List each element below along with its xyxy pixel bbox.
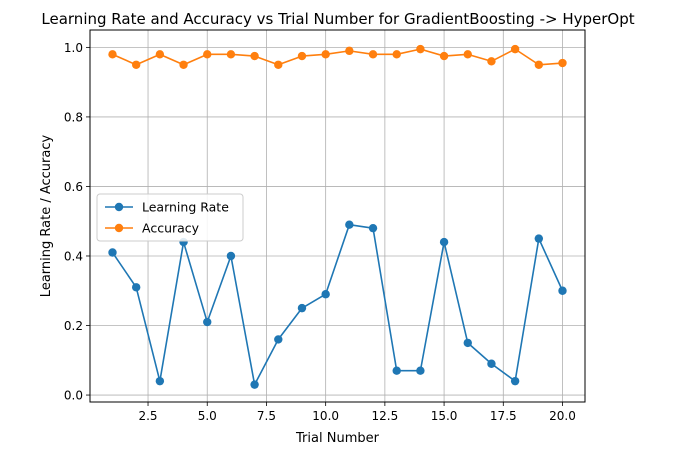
- data-point-accuracy: [416, 44, 425, 54]
- x-tick-label: 17.5: [490, 409, 517, 423]
- data-point-accuracy: [297, 51, 307, 61]
- data-point-accuracy: [463, 50, 472, 59]
- data-point-learning-rate: [155, 376, 165, 386]
- data-point-learning-rate: [345, 220, 354, 229]
- data-point-accuracy: [368, 50, 378, 59]
- data-point-accuracy: [108, 50, 117, 59]
- legend-marker-accuracy: [114, 223, 124, 233]
- x-tick-label: 7.5: [257, 409, 276, 423]
- data-point-accuracy: [534, 60, 544, 69]
- data-point-learning-rate: [368, 223, 378, 233]
- y-tick-label: 0.4: [64, 249, 83, 263]
- y-tick-label: 0.2: [64, 319, 83, 333]
- data-point-learning-rate: [463, 338, 472, 348]
- x-tick-label: 20.0: [549, 409, 576, 423]
- y-tick-label: 0.6: [64, 180, 83, 194]
- y-axis-label: Learning Rate / Accuracy: [39, 135, 54, 298]
- data-point-accuracy: [510, 44, 520, 54]
- data-point-learning-rate: [274, 335, 283, 344]
- data-point-learning-rate: [534, 234, 544, 243]
- series-learning-rate: [108, 220, 567, 389]
- data-point-learning-rate: [487, 359, 496, 368]
- data-point-accuracy: [179, 60, 188, 69]
- x-tick-label: 12.5: [372, 409, 399, 423]
- data-point-learning-rate: [558, 286, 567, 295]
- legend-box: [96, 193, 244, 242]
- data-point-learning-rate: [131, 283, 141, 292]
- x-tick-label: 15.0: [431, 409, 458, 423]
- data-point-accuracy: [558, 58, 567, 68]
- data-point-accuracy: [131, 60, 141, 69]
- data-point-accuracy: [345, 46, 354, 56]
- data-point-learning-rate: [226, 251, 236, 261]
- legend-label-learning-rate: Learning Rate: [142, 200, 229, 215]
- legend: Learning Rate Accuracy: [96, 193, 244, 242]
- y-axis: 0.0 0.2 0.4 0.6 0.8 1.0: [64, 41, 90, 403]
- data-point-learning-rate: [392, 366, 401, 375]
- y-tick-label: 0.8: [64, 110, 83, 124]
- data-point-accuracy: [439, 51, 449, 61]
- data-point-learning-rate: [108, 248, 117, 257]
- x-tick-label: 5.0: [198, 409, 217, 423]
- data-point-accuracy: [321, 50, 330, 59]
- data-point-learning-rate: [203, 317, 212, 327]
- series-accuracy: [108, 44, 567, 69]
- plot-area: [89, 29, 586, 403]
- data-point-learning-rate: [439, 237, 449, 247]
- data-point-learning-rate: [297, 303, 307, 313]
- data-point-accuracy: [203, 50, 212, 59]
- grid: [90, 30, 585, 402]
- data-point-accuracy: [392, 50, 401, 59]
- y-tick-label: 1.0: [64, 41, 83, 55]
- series-layer: [108, 44, 567, 389]
- x-tick-label: 2.5: [138, 409, 157, 423]
- legend-label-accuracy: Accuracy: [142, 221, 200, 236]
- data-point-accuracy: [155, 50, 165, 59]
- x-axis-label: Trial Number: [295, 431, 380, 446]
- data-point-accuracy: [274, 60, 283, 69]
- x-axis: 2.5 5.0 7.5 10.0 12.5 15.0 17.5 20.0: [138, 402, 576, 423]
- legend-marker-learning-rate: [114, 202, 124, 212]
- data-point-learning-rate: [510, 376, 520, 386]
- data-point-accuracy: [226, 50, 236, 59]
- y-tick-label: 0.0: [64, 389, 83, 403]
- data-point-accuracy: [250, 51, 259, 61]
- data-point-learning-rate: [250, 380, 259, 389]
- series-line-learning-rate: [111, 223, 564, 386]
- x-tick-label: 10.0: [312, 409, 339, 423]
- data-point-learning-rate: [321, 290, 330, 299]
- chart-title: Learning Rate and Accuracy vs Trial Numb…: [41, 10, 634, 28]
- data-point-learning-rate: [416, 366, 425, 375]
- data-point-accuracy: [487, 57, 496, 66]
